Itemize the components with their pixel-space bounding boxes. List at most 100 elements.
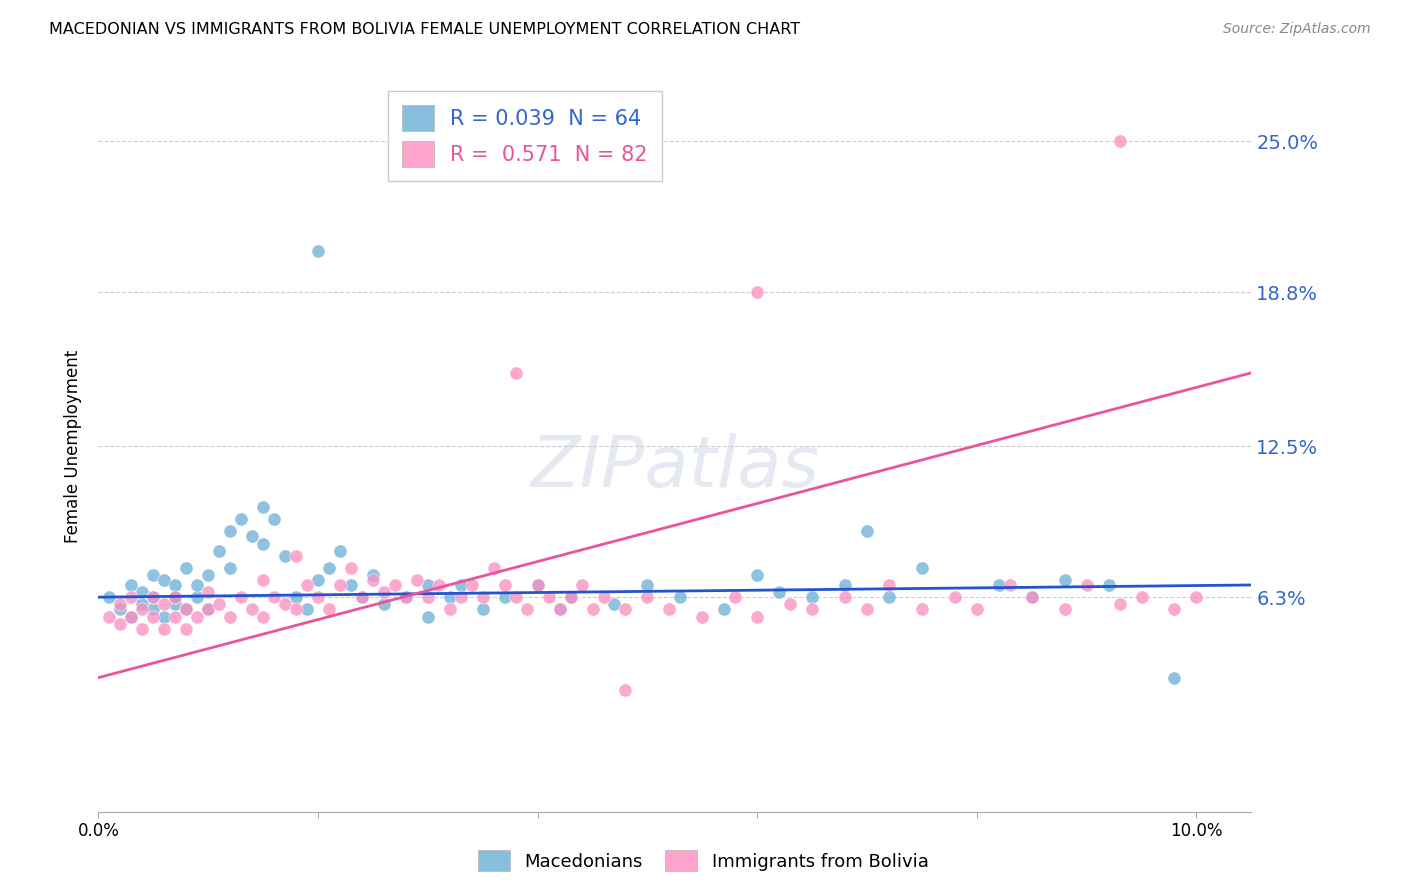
Point [911,561,934,575]
Point [494,590,516,604]
Point [186,609,208,624]
Point [1185,590,1208,604]
Point [911,602,934,616]
Point [307,590,329,604]
Point [724,590,747,604]
Point [252,573,274,587]
Point [614,682,637,697]
Point [350,590,373,604]
Point [450,578,472,592]
Point [692,609,714,624]
Point [340,578,363,592]
Text: MACEDONIAN VS IMMIGRANTS FROM BOLIVIA FEMALE UNEMPLOYMENT CORRELATION CHART: MACEDONIAN VS IMMIGRANTS FROM BOLIVIA FE… [49,22,800,37]
Point [197,568,219,582]
Point [197,602,219,616]
Point [219,561,242,575]
Point [747,568,769,582]
Point [340,561,363,575]
Point [208,598,231,612]
Point [174,602,197,616]
Point [120,590,142,604]
Point [98,609,121,624]
Point [526,578,548,592]
Point [560,590,582,604]
Point [165,590,187,604]
Point [219,524,242,539]
Point [779,598,801,612]
Point [592,590,614,604]
Point [505,366,527,380]
Point [384,578,406,592]
Point [186,578,208,592]
Point [110,598,132,612]
Point [361,568,384,582]
Point [174,602,197,616]
Point [373,598,395,612]
Point [1097,578,1119,592]
Point [834,590,856,604]
Point [110,617,132,632]
Point [1076,578,1098,592]
Point [231,590,253,604]
Point [526,578,548,592]
Point [131,598,153,612]
Point [142,568,165,582]
Point [998,578,1021,592]
Point [636,578,658,592]
Point [165,590,187,604]
Point [747,609,769,624]
Point [120,609,142,624]
Point [285,590,308,604]
Point [505,590,527,604]
Point [1163,602,1185,616]
Point [395,590,418,604]
Point [142,602,165,616]
Point [120,578,142,592]
Point [834,578,856,592]
Point [295,578,318,592]
Point [747,285,769,300]
Point [1108,598,1130,612]
Point [658,602,681,616]
Point [581,602,603,616]
Point [439,602,461,616]
Point [603,598,626,612]
Point [252,500,274,514]
Point [197,602,219,616]
Point [416,609,439,624]
Point [110,602,132,616]
Point [416,590,439,604]
Point [450,590,472,604]
Point [197,585,219,599]
Point [966,602,988,616]
Point [231,512,253,526]
Point [713,602,735,616]
Legend: Macedonians, Immigrants from Bolivia: Macedonians, Immigrants from Bolivia [471,843,935,879]
Point [560,590,582,604]
Point [471,590,494,604]
Point [219,609,242,624]
Point [153,622,176,636]
Point [295,602,318,616]
Point [240,602,263,616]
Point [165,598,187,612]
Point [471,602,494,616]
Point [416,578,439,592]
Point [571,578,593,592]
Legend: R = 0.039  N = 64, R =  0.571  N = 82: R = 0.039 N = 64, R = 0.571 N = 82 [388,91,662,181]
Point [801,590,824,604]
Point [240,529,263,543]
Point [142,590,165,604]
Point [461,578,484,592]
Point [153,598,176,612]
Point [285,549,308,563]
Point [943,590,966,604]
Point [174,622,197,636]
Point [361,573,384,587]
Point [274,549,297,563]
Point [329,578,352,592]
Point [1163,671,1185,685]
Point [350,590,373,604]
Point [131,602,153,616]
Point [98,590,121,604]
